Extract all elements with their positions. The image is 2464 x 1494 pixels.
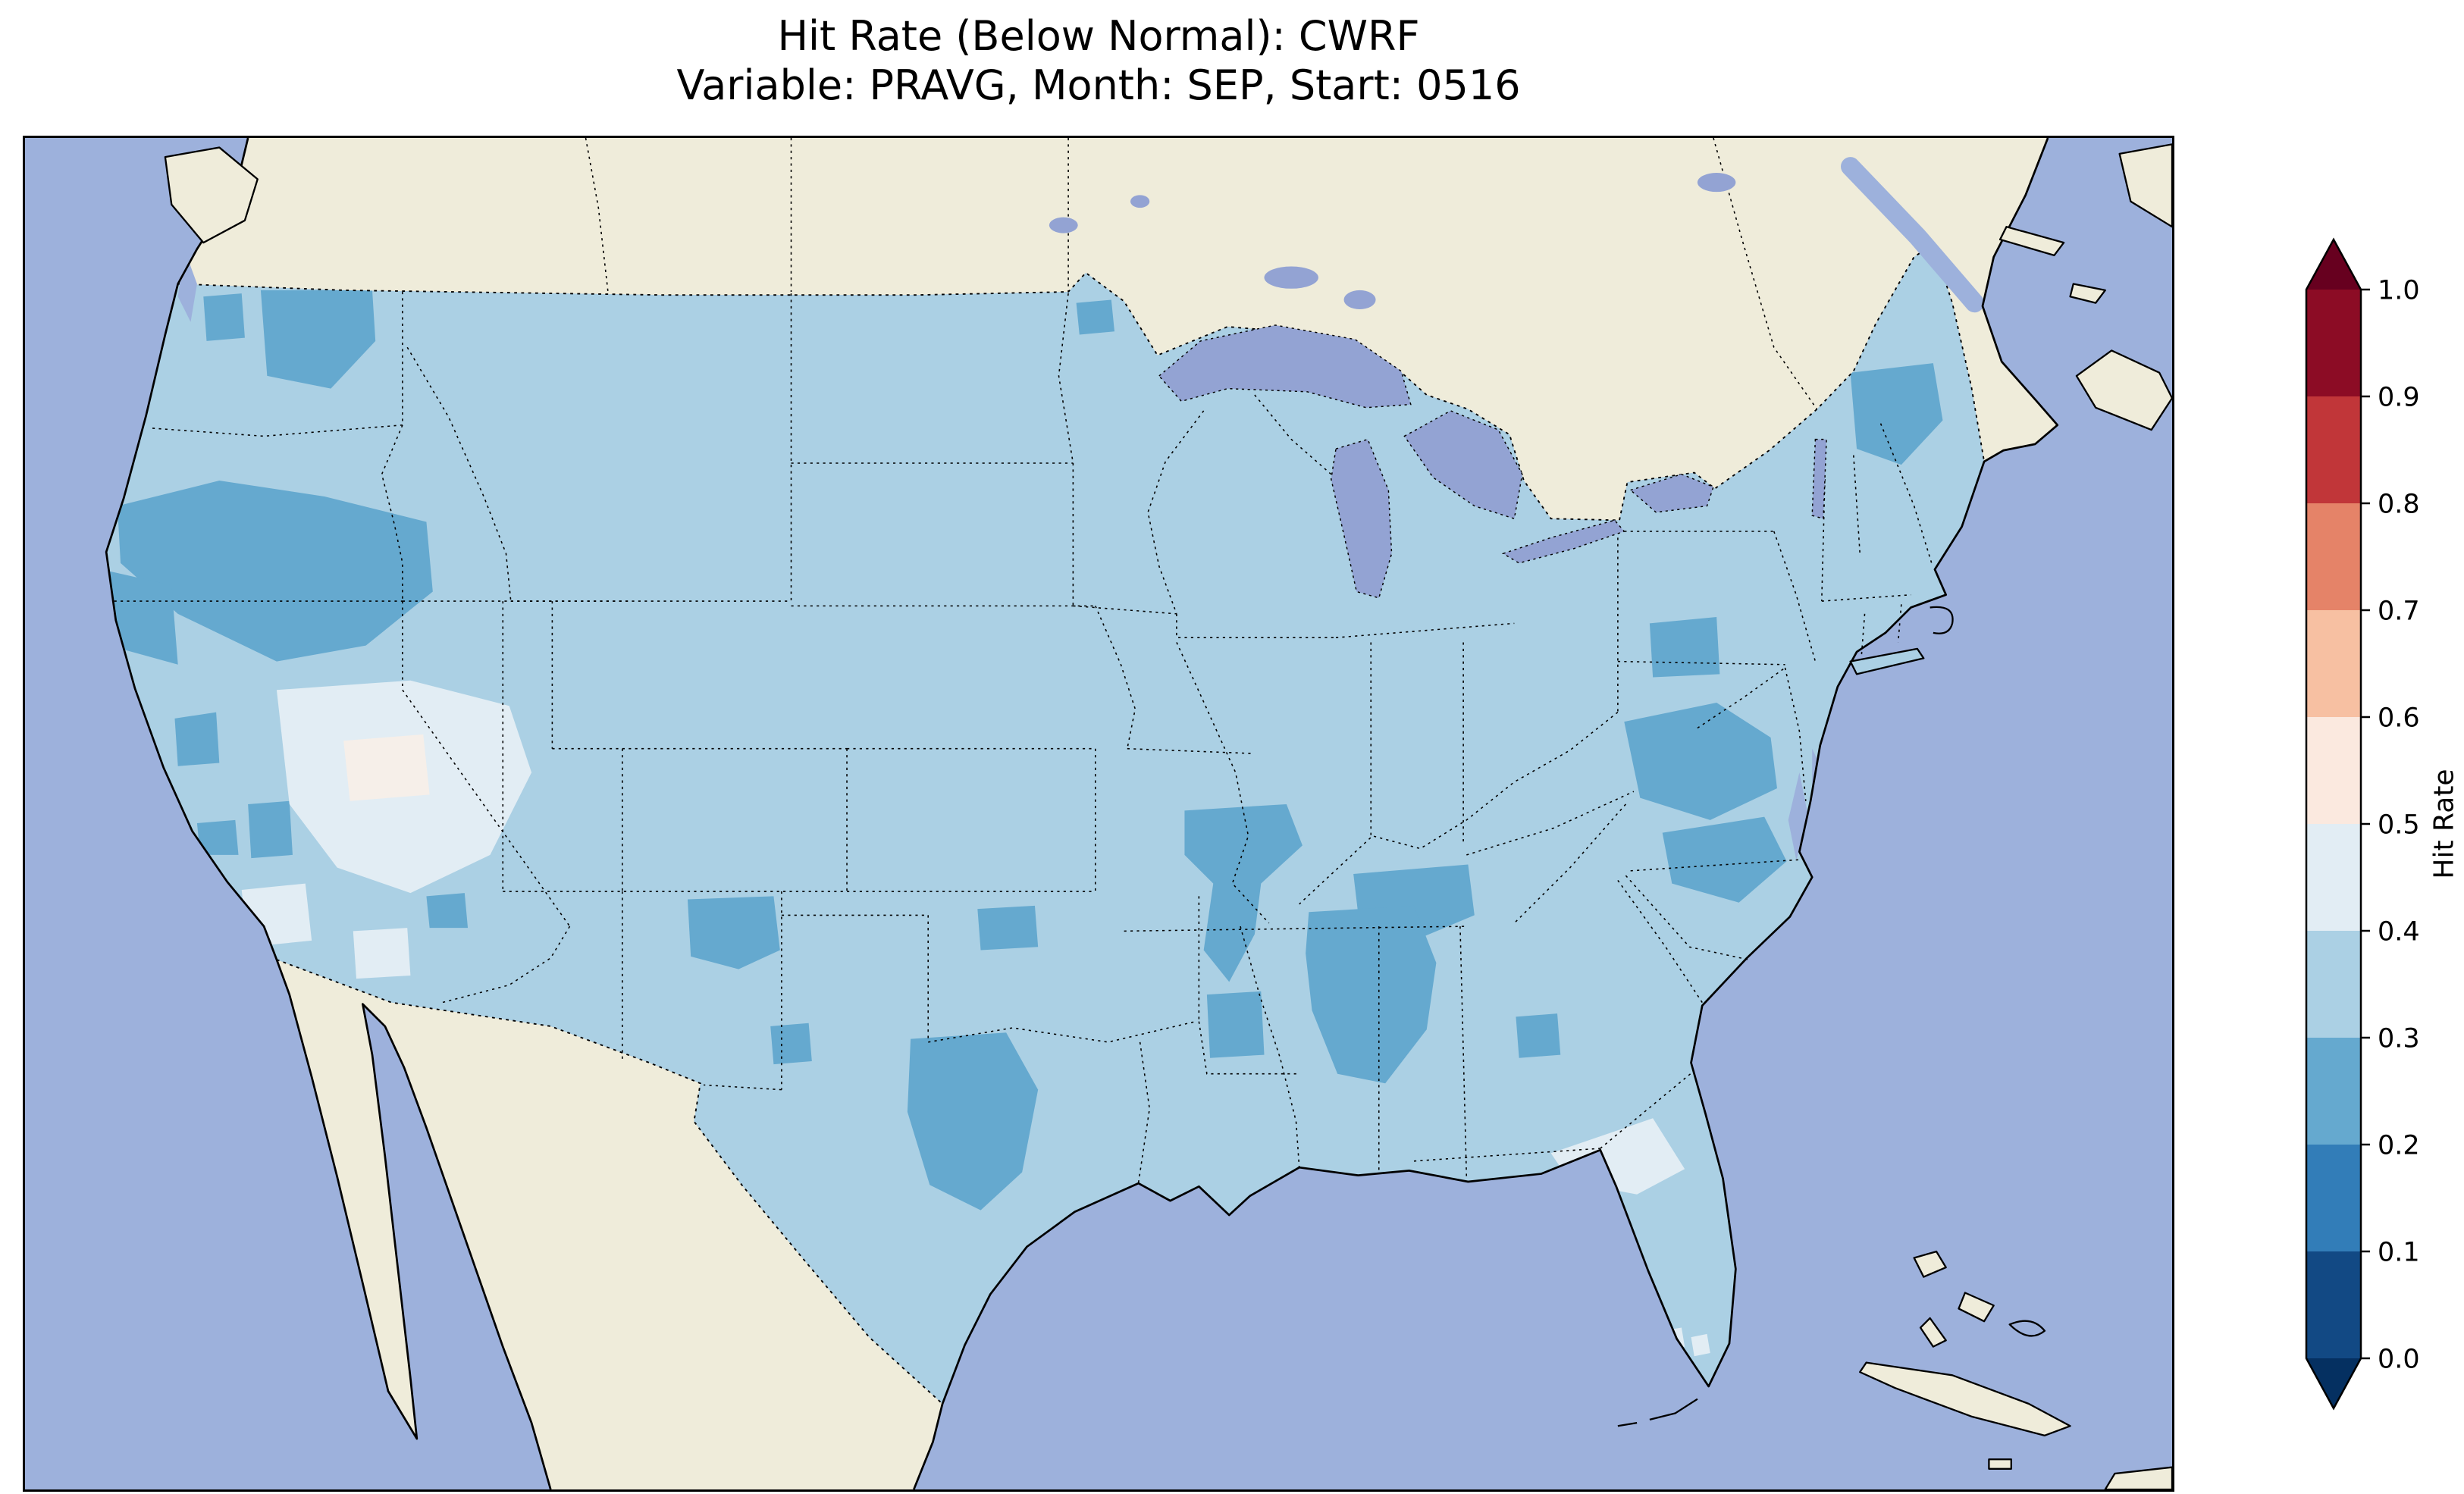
colorbar-bin-0.3-0.4 (2306, 931, 2361, 1038)
patch-virginia-north-carolina (1662, 816, 1787, 903)
florida-keys (1617, 1398, 1698, 1427)
cape-cod (1930, 606, 1954, 634)
colorbar-tick-label: 0.2 (2378, 1130, 2420, 1160)
st-lawrence-river (1841, 157, 1985, 313)
patch-maine-new-hampshire (1850, 363, 1943, 465)
map-panel (23, 136, 2174, 1492)
patch-northern-minnesota (1076, 299, 1115, 335)
patch-sierra-nevada-2 (248, 800, 293, 859)
bahamas-2 (1958, 1292, 1995, 1323)
patch-central-nevada (343, 734, 430, 801)
chesapeake-bay (1788, 772, 1809, 860)
hispaniola-corner (2104, 1466, 2172, 1489)
patch-central-kansas (977, 905, 1039, 951)
colorbar-under-arrow (2306, 1358, 2361, 1408)
small-canadian-lakes (1049, 173, 1736, 310)
colorbar-bin-0.2-0.3 (2306, 1038, 2361, 1145)
national-borders (177, 243, 1986, 1405)
lake-michigan (1330, 438, 1393, 599)
patch-mississippi-alabama (1306, 905, 1437, 1084)
patch-sierra-nevada-1 (174, 712, 220, 766)
state-borders (114, 291, 1933, 1184)
lake-huron (1403, 410, 1523, 520)
colorbar-tick-label: 0.9 (2378, 382, 2420, 412)
colorbar-bin-0.4-0.5 (2306, 824, 2361, 931)
patch-georgia (1516, 1013, 1561, 1058)
patch-ozarks-missouri-arkansas (1184, 803, 1303, 982)
colorbar: 1.0 0.9 0.8 0.7 0.6 0.5 0.4 0.3 0.2 0.1 0.0 (2305, 237, 2420, 1411)
patch-west-virginia-virginia (1624, 703, 1777, 820)
colorbar-over-arrow (2306, 240, 2361, 290)
colorbar-tick-label: 0.1 (2378, 1237, 2420, 1267)
bahamas-atoll (2008, 1320, 2046, 1337)
puget-sound (177, 249, 197, 322)
patch-louisiana-arkansas (1206, 991, 1265, 1058)
patch-south-central-texas (907, 1032, 1039, 1211)
us-canada-border (177, 243, 1986, 521)
colorbar-bin-0.5-0.6 (2306, 717, 2361, 824)
jamaica (1988, 1458, 2012, 1470)
us-mexico-border (276, 959, 943, 1405)
patch-arizona (426, 893, 469, 929)
patch-cascades-washington (260, 290, 376, 389)
colorbar-tick-label: 0.5 (2378, 810, 2420, 840)
figure-title: Hit Rate (Below Normal): CWRF Variable: … (23, 12, 2174, 111)
lake-erie (1501, 519, 1625, 564)
patch-puget-sound-washington (203, 293, 245, 341)
mexico-landmass (276, 960, 943, 1489)
lake-ontario (1629, 473, 1714, 513)
great-lakes (1158, 324, 1827, 599)
prince-edward-island (2069, 283, 2106, 304)
colorbar-bin-0.8-0.9 (2306, 396, 2361, 503)
colorbar-bin-0.7-0.8 (2306, 503, 2361, 610)
anticosti-island (1998, 226, 2065, 257)
patch-colorado-rockies (687, 896, 780, 969)
patch-south-florida-cell-2 (1691, 1333, 1710, 1357)
colorbar-bin-0.1-0.2 (2306, 1145, 2361, 1251)
cuba (1859, 1361, 2071, 1436)
colorbar-bin-0.0-0.1 (2306, 1251, 2361, 1358)
colorbar-tick-label: 0.6 (2378, 703, 2420, 733)
lake-champlain (1811, 438, 1827, 520)
colorbar-label: Hit Rate (2428, 769, 2460, 879)
bahamas-1 (1913, 1250, 1947, 1278)
lake-superior (1158, 324, 1412, 409)
colorbar-bin-0.6-0.7 (2306, 610, 2361, 717)
nova-scotia (2075, 349, 2172, 431)
vancouver-island (164, 146, 259, 244)
islands (164, 143, 2172, 1489)
patch-west-texas (770, 1023, 812, 1065)
colorbar-tick-label: 0.3 (2378, 1023, 2420, 1054)
patch-western-pennsylvania (1649, 617, 1720, 678)
andros-island (1919, 1317, 1947, 1348)
figure-title-line2: Variable: PRAVG, Month: SEP, Start: 0516 (676, 61, 1521, 109)
us-data-region (106, 244, 1985, 1404)
coastlines (105, 138, 2059, 1489)
patch-western-arizona (353, 928, 411, 979)
newfoundland (2118, 143, 2172, 228)
long-island (1849, 647, 1925, 675)
patch-southern-california (196, 819, 239, 855)
colorbar-tick-label: 0.7 (2378, 596, 2420, 626)
us-map-svg (25, 138, 2172, 1489)
patch-pacific-northwest-idaho (117, 481, 433, 662)
colorbar-tick-label: 0.4 (2378, 916, 2420, 947)
colorbar-tick-label: 0.8 (2378, 489, 2420, 519)
canada-landmass (177, 138, 2058, 521)
colorbar-tick-label: 0.0 (2378, 1344, 2420, 1374)
colorbar-tick-label: 1.0 (2378, 275, 2420, 305)
colorbar-bin-0.9-1.0 (2306, 290, 2361, 396)
figure-title-line1: Hit Rate (Below Normal): CWRF (777, 12, 1420, 60)
